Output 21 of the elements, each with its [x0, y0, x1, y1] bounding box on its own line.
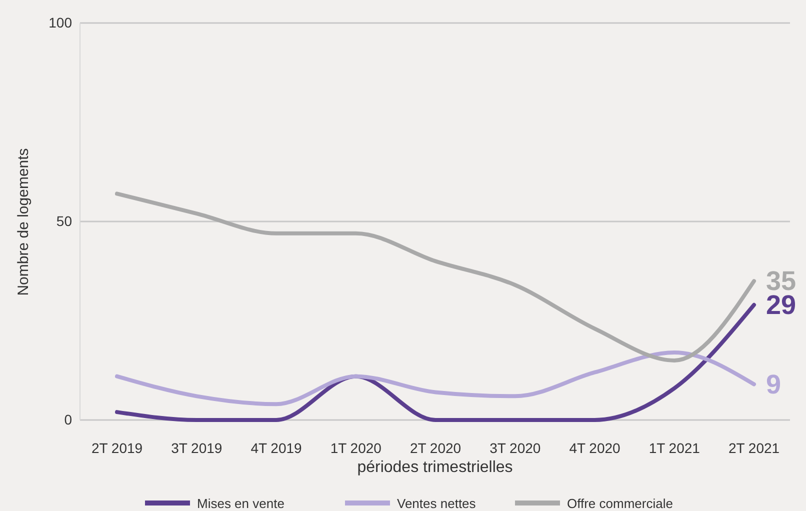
- legend-label: Mises en vente: [197, 496, 284, 511]
- x-tick-label: 2T 2019: [91, 440, 143, 456]
- data-label: 9: [766, 369, 782, 400]
- y-tick-label: 100: [48, 14, 72, 30]
- line-series: [115, 350, 756, 406]
- x-tick-label: 2T 2020: [410, 440, 462, 456]
- y-tick-label: 0: [64, 411, 72, 428]
- x-tick-label: 4T 2020: [569, 440, 621, 456]
- x-axis-title: périodes trimestrielles: [357, 459, 513, 476]
- legend-label: Offre commerciale: [567, 496, 673, 511]
- x-tick-label: 3T 2020: [490, 440, 541, 456]
- x-tick-label: 1T 2020: [330, 440, 382, 456]
- x-tick-label: 4T 2019: [250, 440, 302, 456]
- y-tick-label: 50: [56, 212, 72, 229]
- line-series: [115, 192, 756, 362]
- legend-label: Ventes nettes: [397, 496, 476, 511]
- y-axis-title: Nombre de logements: [15, 148, 32, 296]
- line-series: [115, 302, 756, 422]
- x-tick-label: 2T 2021: [728, 440, 780, 456]
- x-tick-label: 1T 2021: [648, 440, 700, 456]
- x-tick-label: 3T 2019: [171, 440, 222, 456]
